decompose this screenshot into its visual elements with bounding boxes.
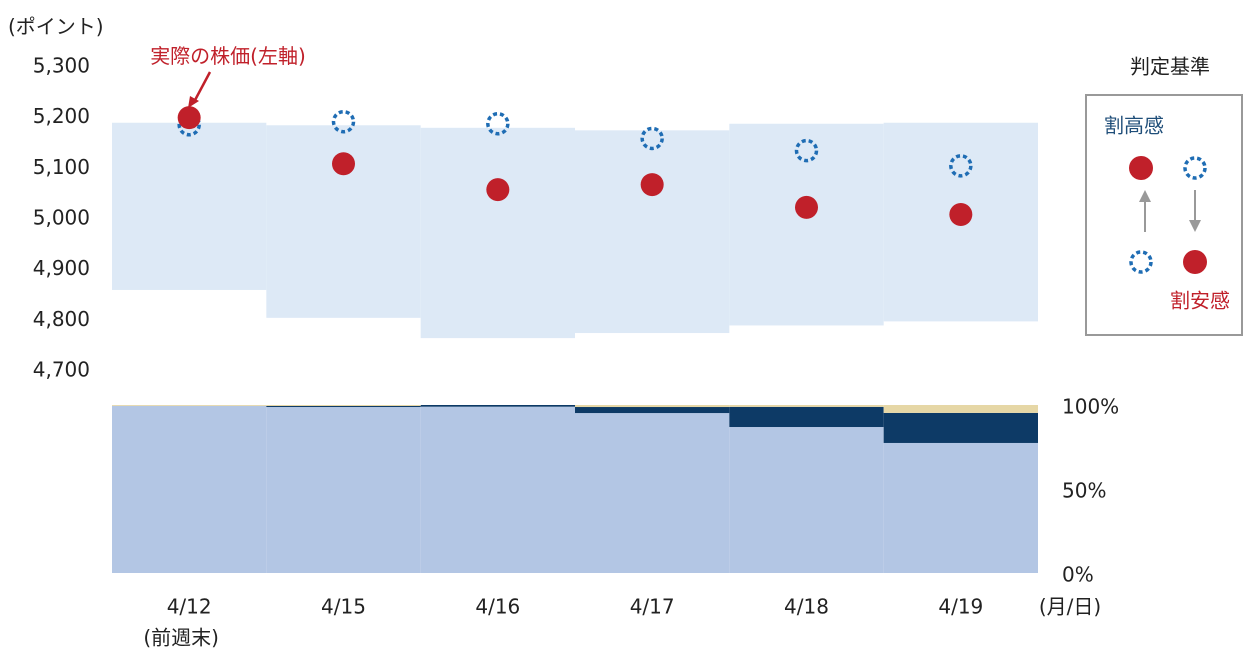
marker [486, 112, 510, 136]
x-tick-label: 4/16 [475, 595, 520, 619]
plot-area: 4,700 4,800 4,900 5,000 5,100 5,200 5,300 4/12 4… [33, 44, 1119, 649]
y-tick-label: 4,900 [33, 256, 90, 280]
x-tick-label: 4/17 [630, 595, 675, 619]
annotation: 実際の株価(左軸) [150, 44, 306, 68]
stack-segment [266, 406, 421, 408]
annotation-arrowhead [188, 96, 199, 108]
stack-segment [266, 405, 421, 407]
marker [177, 106, 201, 130]
y-tick-label: 4,800 [33, 307, 90, 331]
y-tick-label: 5,100 [33, 155, 90, 179]
stack-segment [729, 427, 884, 573]
y-axis-label: (ポイント) [8, 15, 104, 39]
marker [486, 178, 510, 202]
legend-icon [1183, 250, 1207, 274]
stack-segment [883, 405, 1038, 413]
legend-high: 割高感 [1104, 114, 1164, 138]
stack-segment [112, 405, 267, 573]
marker [332, 152, 355, 176]
y-tick-label: 5,200 [33, 104, 90, 128]
x-tick-label: 4/12 [167, 595, 212, 619]
marker [640, 173, 664, 197]
stack-segment [575, 413, 730, 573]
marker [331, 109, 356, 134]
x-tick-note: (前週末) [143, 626, 219, 650]
legend-low: 割安感 [1170, 289, 1230, 313]
legend-arrow [1189, 220, 1201, 232]
legend-icon [1129, 156, 1153, 180]
x-tick-label: 4/19 [938, 595, 983, 619]
marker [795, 195, 818, 219]
x-tick-label: 4/18 [784, 595, 829, 619]
stack-segment [112, 405, 267, 406]
stack-segment [420, 406, 575, 573]
stack-segment [420, 405, 575, 407]
y-tick-label: 4,700 [33, 358, 90, 382]
legend-icon [1129, 250, 1153, 274]
y2-tick-label: 0% [1062, 563, 1094, 587]
x-tick-label: 4/15 [321, 595, 366, 619]
band [420, 127, 575, 339]
stack-segment [883, 412, 1038, 443]
stack-segment [883, 442, 1038, 573]
stack-segment [729, 406, 884, 428]
marker [177, 113, 201, 137]
legend-title: 判定基準 [1130, 55, 1210, 79]
stack-segment [729, 405, 884, 407]
band [575, 130, 730, 334]
marker [794, 138, 819, 163]
y2-tick-label: 100% [1062, 395, 1119, 419]
y-tick-label: 5,300 [33, 54, 90, 78]
y-tick-label: 5,000 [33, 206, 90, 230]
band [729, 123, 884, 326]
y2-tick-label: 50% [1062, 479, 1106, 503]
legend-box [1085, 94, 1243, 336]
x-axis-label: (月/日) [1039, 595, 1101, 619]
marker [949, 154, 973, 178]
band [112, 122, 267, 290]
stack-segment [266, 407, 421, 573]
marker [640, 126, 664, 151]
marker [949, 202, 973, 226]
stack-segment [575, 407, 730, 414]
legend-arrow [1139, 190, 1151, 202]
annotation-arrow [192, 71, 212, 103]
stack-segment [575, 405, 730, 408]
legend-icon [1183, 156, 1207, 180]
